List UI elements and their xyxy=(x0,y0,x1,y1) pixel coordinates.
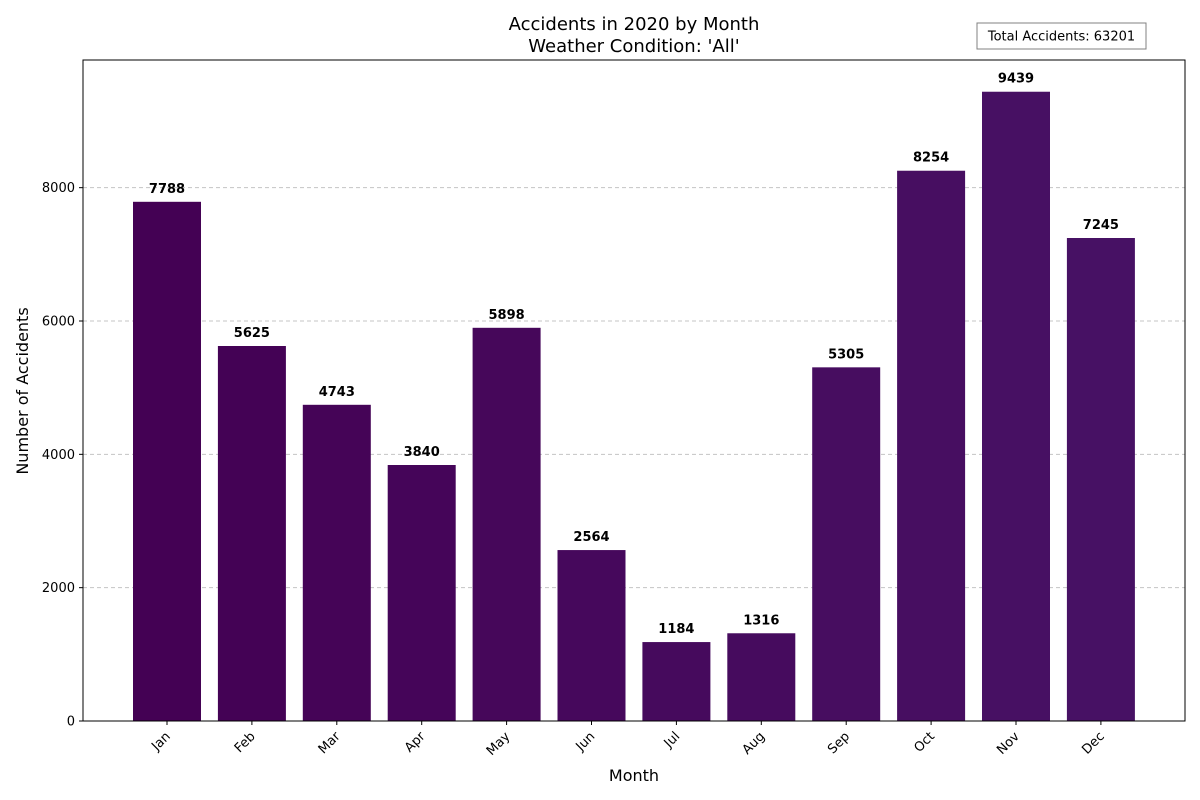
bar-jan xyxy=(133,201,201,722)
y-tick-label: 0 xyxy=(67,715,75,730)
bar-value-label: 5305 xyxy=(828,347,864,362)
total-annotation-box xyxy=(976,22,1147,50)
bars xyxy=(133,91,1135,722)
bar-sep xyxy=(812,367,881,721)
x-tick-label: Aug xyxy=(740,729,769,758)
bar-value-label: 7245 xyxy=(1083,218,1119,233)
x-tick-label: Apr xyxy=(402,729,429,756)
y-tick-label: 2000 xyxy=(42,581,75,596)
bar-value-label: 4743 xyxy=(319,385,355,400)
bar-value-label: 9439 xyxy=(998,72,1034,87)
bar-jul xyxy=(642,642,711,721)
plot-frame xyxy=(82,59,1186,722)
x-tick-label: Sep xyxy=(825,729,853,757)
bar-value-label: 3840 xyxy=(404,445,440,460)
x-tick-label: Feb xyxy=(232,729,259,756)
bar-value-label: 8254 xyxy=(913,151,949,166)
x-axis-label: Month xyxy=(609,766,659,785)
bar-value-label: 2564 xyxy=(573,530,609,545)
x-tick-label: Jul xyxy=(661,729,683,751)
x-tick-label: Dec xyxy=(1079,729,1107,757)
y-tick-label: 8000 xyxy=(42,181,75,196)
bar-feb xyxy=(217,346,286,721)
y-axis-ticks: 0 2000 4000 6000 8000 xyxy=(42,181,83,730)
bar-value-labels: 7788 5625 4743 3840 5898 2564 1184 1316 5305 8254… xyxy=(149,72,1119,637)
x-tick-label: Jan xyxy=(148,729,173,754)
x-tick-label: May xyxy=(484,729,514,759)
x-tick-label: Oct xyxy=(911,729,938,756)
y-tick-label: 4000 xyxy=(42,448,75,463)
bar-value-label: 5898 xyxy=(489,308,525,323)
x-axis-ticks: Jan Feb Mar Apr May Jun Jul Aug Sep Oct Nov Dec xyxy=(148,721,1108,759)
total-annotation-text: Total Accidents: 63201 xyxy=(987,30,1135,45)
x-tick-label: Mar xyxy=(316,729,344,757)
bar-oct xyxy=(897,170,966,721)
bar-value-label: 1316 xyxy=(743,613,779,628)
x-tick-label: Jun xyxy=(573,729,599,755)
y-axis-label: Number of Accidents xyxy=(13,307,32,474)
bar-dec xyxy=(1066,238,1135,721)
bar-aug xyxy=(727,633,796,721)
bar-jun xyxy=(557,550,626,721)
bar-mar xyxy=(302,404,371,721)
bar-value-label: 1184 xyxy=(658,622,694,637)
bar-may xyxy=(472,327,541,721)
chart-subtitle: Weather Condition: 'All' xyxy=(528,36,739,57)
total-annotation: Total Accidents: 63201 xyxy=(976,22,1147,50)
bar-value-label: 5625 xyxy=(234,326,270,341)
y-tick-label: 6000 xyxy=(42,315,75,330)
x-tick-label: Nov xyxy=(994,729,1023,758)
bar-value-label: 7788 xyxy=(149,182,185,197)
bar-apr xyxy=(387,465,456,721)
bar-nov xyxy=(982,91,1050,721)
chart-title: Accidents in 2020 by Month xyxy=(509,14,760,35)
